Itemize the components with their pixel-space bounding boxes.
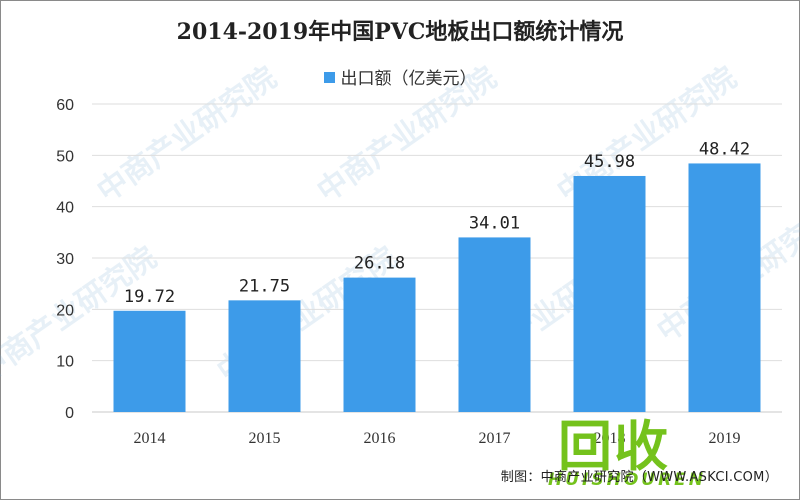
x-tick-label: 2019 [709,430,741,447]
bar [113,310,186,412]
y-tick-label: 40 [56,200,74,217]
legend-swatch [323,71,335,83]
site-logo: 回收 HUISHOUREN [530,402,770,497]
logo-subtext: HUISHOUREN [548,470,707,490]
data-labels: 19.72 21.75 26.18 34.01 45.98 48.42 [124,139,750,306]
data-label: 21.75 [239,276,290,296]
y-tick-label: 0 [65,405,74,422]
bar [343,277,416,412]
y-axis: 0 10 20 30 40 50 60 [56,97,74,422]
data-label: 19.72 [124,287,175,307]
bar [228,300,301,412]
legend-label: 出口额（亿美元） [340,69,477,89]
source-note: 制图：中商产业研究院（WWW.ASKCI.COM） [500,470,778,485]
y-tick-label: 60 [56,97,74,114]
x-axis: 2014 2015 2016 2017 2018 2019 [134,430,741,447]
legend: 出口额（亿美元） [0,64,800,89]
data-label: 26.18 [354,254,405,274]
y-tick-label: 20 [56,302,74,319]
chart-title: 2014-2019年中国PVC地板出口额统计情况 [176,19,624,45]
y-tick-label: 10 [56,354,74,371]
bar [688,163,761,412]
logo-text: 回收 [558,415,670,478]
y-tick-label: 30 [56,251,74,268]
gridlines [92,103,782,413]
bar [573,175,646,412]
x-tick-label: 2015 [249,430,281,447]
x-tick-label: 2017 [479,430,511,447]
x-tick-label: 2016 [364,430,396,447]
x-tick-label: 2014 [134,430,166,447]
x-tick-label: 2018 [594,430,626,447]
bars [113,163,761,412]
data-label: 45.98 [584,152,635,172]
bar [458,237,531,412]
data-label: 48.42 [699,139,750,159]
data-label: 34.01 [469,213,520,233]
y-tick-label: 50 [56,148,74,165]
